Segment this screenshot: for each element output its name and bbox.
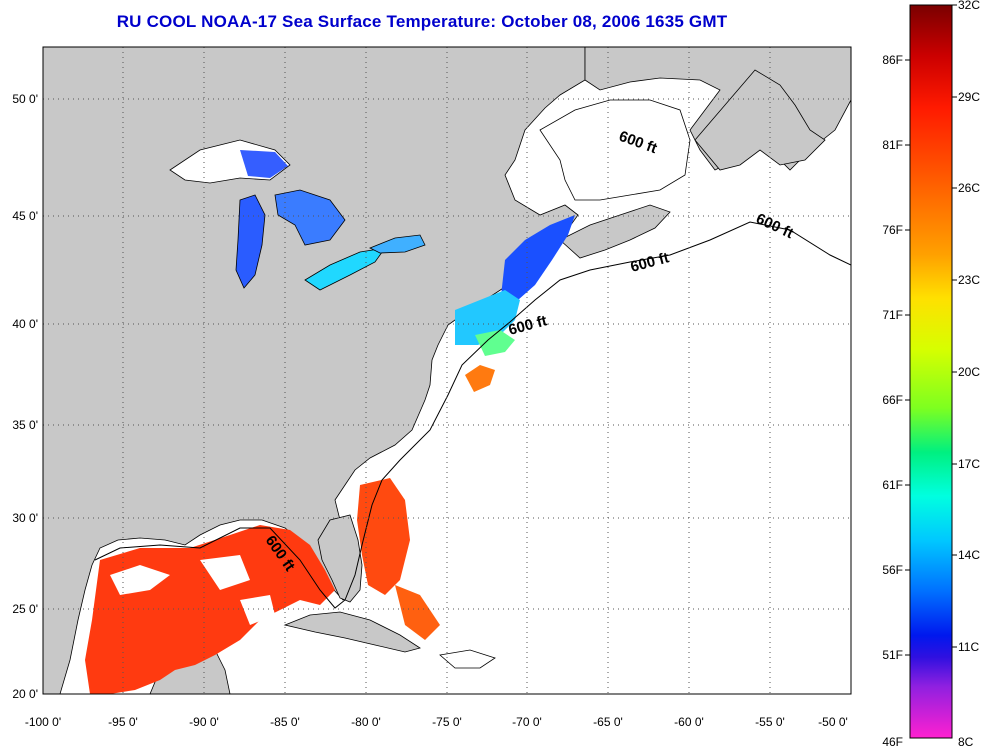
cbar-f-86: 86F bbox=[882, 53, 903, 67]
lon-label-65: -65 0' bbox=[593, 715, 623, 729]
land-newfoundland bbox=[694, 69, 826, 171]
color-bar-ticks bbox=[905, 4, 957, 656]
land-cuba bbox=[283, 611, 421, 653]
lon-label-90: -90 0' bbox=[189, 715, 219, 729]
lat-label-25: 25 0' bbox=[12, 602, 38, 616]
lat-label-30: 30 0' bbox=[12, 511, 38, 525]
lon-label-55: -55 0' bbox=[755, 715, 785, 729]
lon-label-75: -75 0' bbox=[432, 715, 462, 729]
cbar-f-56: 56F bbox=[882, 563, 903, 577]
lake-michigan bbox=[235, 194, 266, 289]
land-nova-scotia bbox=[559, 204, 671, 259]
cbar-c-14: 14C bbox=[958, 548, 980, 562]
sst-southeast-shelf bbox=[357, 478, 410, 595]
map-plot-area: 600 ft 600 ft 600 ft 600 ft 600 ft bbox=[42, 46, 852, 695]
lake-huron bbox=[274, 189, 346, 246]
lake-ontario bbox=[369, 234, 426, 254]
plot-frame bbox=[42, 46, 852, 695]
cbar-f-61: 61F bbox=[882, 478, 903, 492]
cbar-c-26: 26C bbox=[958, 181, 980, 195]
sst-bahamas bbox=[395, 585, 440, 640]
sst-swaths bbox=[85, 215, 575, 694]
lake-erie bbox=[304, 247, 386, 291]
cbar-c-11: 11C bbox=[958, 640, 979, 654]
land-florida bbox=[317, 514, 363, 603]
cbar-f-76: 76F bbox=[882, 223, 903, 237]
lat-label-50: 50 0' bbox=[12, 92, 38, 106]
lake-superior-sst bbox=[240, 150, 288, 178]
cbar-c-8: 8C bbox=[958, 735, 974, 749]
cbar-c-20: 20C bbox=[958, 365, 980, 379]
cbar-f-51: 51F bbox=[882, 648, 903, 662]
color-bar: 32C 29C 26C 23C 20C 17C 14C 11C 8C 86F 8… bbox=[882, 0, 980, 749]
color-bar-gradient bbox=[909, 4, 953, 739]
lat-label-20: 20 0' bbox=[12, 687, 38, 701]
sst-mid-atlantic bbox=[475, 330, 515, 356]
map-title: RU COOL NOAA-17 Sea Surface Temperature:… bbox=[0, 12, 984, 32]
lon-label-85: -85 0' bbox=[270, 715, 300, 729]
sst-new-england-shelf bbox=[455, 290, 520, 345]
cbar-c-23: 23C bbox=[958, 273, 980, 287]
lon-label-70: -70 0' bbox=[512, 715, 542, 729]
longitude-labels: -100 0' -95 0' -90 0' -85 0' -80 0' -75 … bbox=[25, 715, 848, 729]
lon-label-95: -95 0' bbox=[108, 715, 138, 729]
cbar-c-17: 17C bbox=[958, 457, 980, 471]
cbar-c-32: 32C bbox=[958, 0, 980, 12]
contour-600ft bbox=[94, 221, 851, 609]
sst-gulf-stream-patch bbox=[465, 365, 495, 392]
sst-gulf-clear-holes bbox=[110, 555, 275, 625]
land-north-america bbox=[43, 47, 586, 694]
lon-label-60: -60 0' bbox=[674, 715, 704, 729]
land-hispaniola bbox=[439, 649, 496, 669]
cbar-f-46: 46F bbox=[882, 735, 903, 749]
lat-label-35: 35 0' bbox=[12, 418, 38, 432]
lon-label-80: -80 0' bbox=[351, 715, 381, 729]
map-title-text: RU COOL NOAA-17 Sea Surface Temperature:… bbox=[116, 12, 728, 31]
lon-label-100: -100 0' bbox=[25, 715, 61, 729]
cbar-c-29: 29C bbox=[958, 90, 980, 104]
lat-label-45: 45 0' bbox=[12, 209, 38, 223]
cbar-f-71: 71F bbox=[882, 308, 903, 322]
latitude-labels: 50 0' 45 0' 40 0' 35 0' 30 0' 25 0' 20 0… bbox=[12, 92, 38, 701]
cbar-f-66: 66F bbox=[882, 393, 903, 407]
sst-gulf-of-maine bbox=[500, 215, 575, 305]
lon-label-50: -50 0' bbox=[818, 715, 848, 729]
sst-gulf-of-mexico bbox=[85, 525, 335, 694]
great-lakes bbox=[169, 139, 426, 291]
lat-label-40: 40 0' bbox=[12, 317, 38, 331]
gulf-st-lawrence bbox=[539, 99, 691, 201]
cbar-f-81: 81F bbox=[882, 138, 903, 152]
